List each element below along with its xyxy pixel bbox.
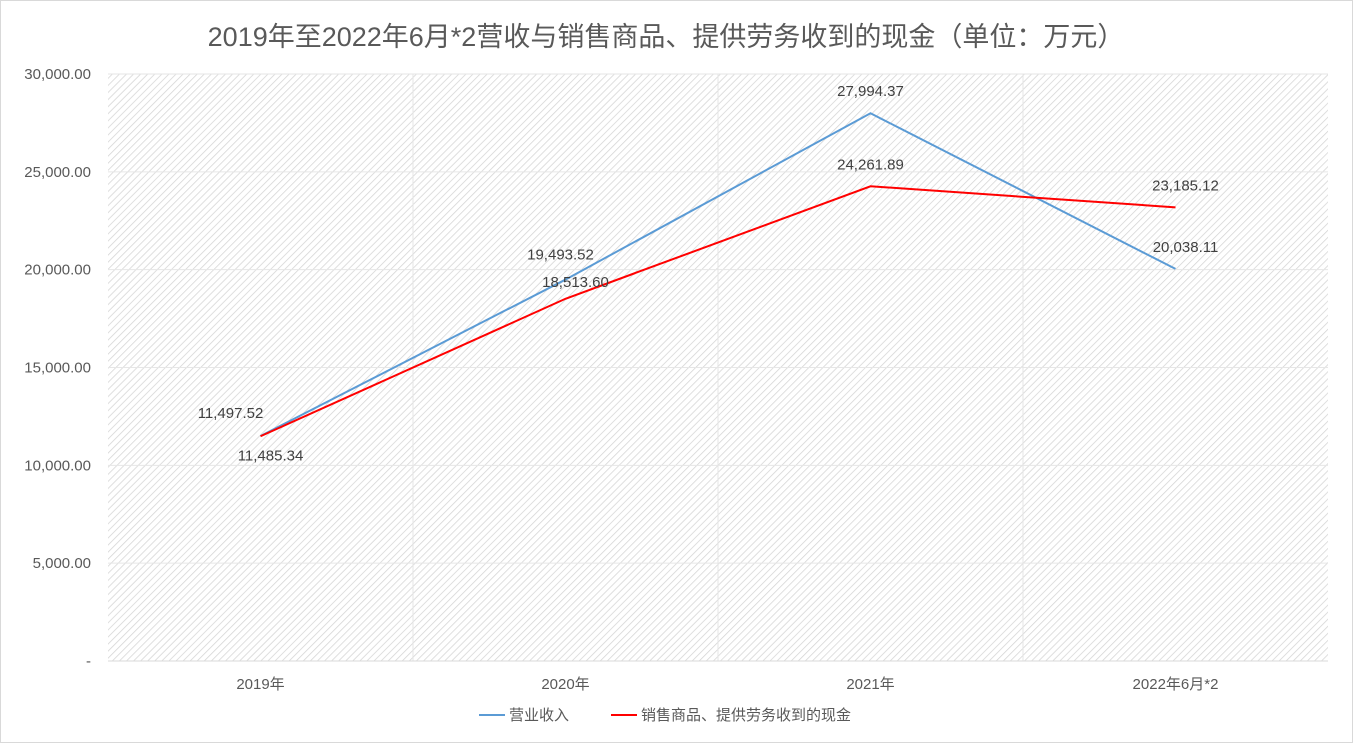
y-tick-label: - (86, 653, 91, 670)
y-tick-label: 5,000.00 (33, 555, 91, 572)
data-label: 24,261.89 (837, 156, 904, 173)
series-line (260, 185, 1176, 438)
data-label: 23,185.12 (1152, 177, 1219, 194)
y-tick-label: 20,000.00 (24, 262, 91, 279)
data-label: 27,994.37 (837, 83, 904, 100)
series-line (260, 112, 1176, 437)
data-label: 11,497.52 (198, 405, 264, 422)
x-tick-label: 2020年 (541, 676, 589, 693)
legend-label: 销售商品、提供劳务收到的现金 (641, 707, 851, 724)
data-label: 19,493.52 (527, 247, 594, 264)
data-label: 18,513.60 (542, 274, 609, 291)
y-tick-label: 10,000.00 (24, 457, 91, 474)
y-tick-label: 25,000.00 (24, 164, 91, 181)
chart-title: 2019年至2022年6月*2营收与销售商品、提供劳务收到的现金（单位：万元） (208, 22, 1125, 52)
legend-label: 营业收入 (509, 707, 569, 724)
data-label: 11,485.34 (238, 447, 304, 464)
x-tick-label: 2019年 (236, 676, 284, 693)
y-tick-label: 30,000.00 (24, 66, 91, 83)
data-label: 20,038.11 (1153, 239, 1219, 256)
y-tick-label: 15,000.00 (24, 360, 91, 377)
x-tick-label: 2021年 (846, 676, 894, 693)
x-tick-label: 2022年6月*2 (1133, 676, 1219, 693)
